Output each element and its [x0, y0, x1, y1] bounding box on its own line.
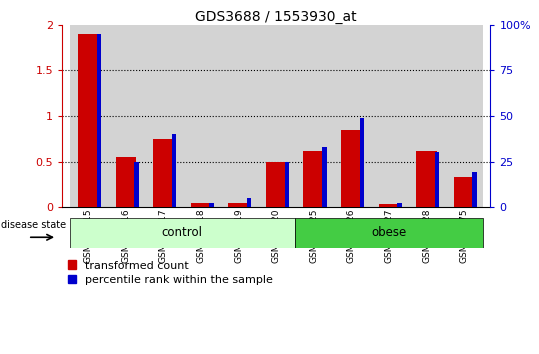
- Bar: [285, 161, 289, 207]
- Text: control: control: [162, 226, 203, 239]
- Bar: [220, 25, 258, 207]
- Bar: [435, 153, 439, 207]
- Bar: [191, 202, 211, 207]
- Bar: [153, 139, 174, 207]
- Bar: [115, 157, 136, 207]
- Bar: [341, 130, 362, 207]
- Bar: [416, 150, 437, 207]
- Bar: [172, 134, 176, 207]
- Bar: [303, 150, 324, 207]
- Bar: [473, 172, 477, 207]
- Bar: [209, 204, 214, 207]
- Bar: [370, 25, 408, 207]
- Bar: [295, 25, 333, 207]
- Bar: [408, 25, 445, 207]
- Bar: [134, 161, 139, 207]
- Bar: [258, 25, 295, 207]
- Bar: [445, 25, 483, 207]
- Bar: [70, 25, 107, 207]
- Bar: [397, 204, 402, 207]
- Legend: transformed count, percentile rank within the sample: transformed count, percentile rank withi…: [67, 261, 273, 285]
- Bar: [333, 25, 370, 207]
- Bar: [107, 25, 144, 207]
- Text: obese: obese: [371, 226, 406, 239]
- Title: GDS3688 / 1553930_at: GDS3688 / 1553930_at: [196, 10, 357, 24]
- Bar: [360, 118, 364, 207]
- Bar: [266, 161, 287, 207]
- Bar: [454, 177, 474, 207]
- Bar: [182, 25, 220, 207]
- Bar: [247, 198, 251, 207]
- Text: disease state: disease state: [1, 220, 66, 230]
- Bar: [229, 202, 249, 207]
- Bar: [322, 147, 327, 207]
- Bar: [144, 25, 182, 207]
- Bar: [379, 204, 399, 207]
- Bar: [295, 218, 483, 248]
- Bar: [96, 34, 101, 207]
- Bar: [78, 34, 99, 207]
- Bar: [70, 218, 295, 248]
